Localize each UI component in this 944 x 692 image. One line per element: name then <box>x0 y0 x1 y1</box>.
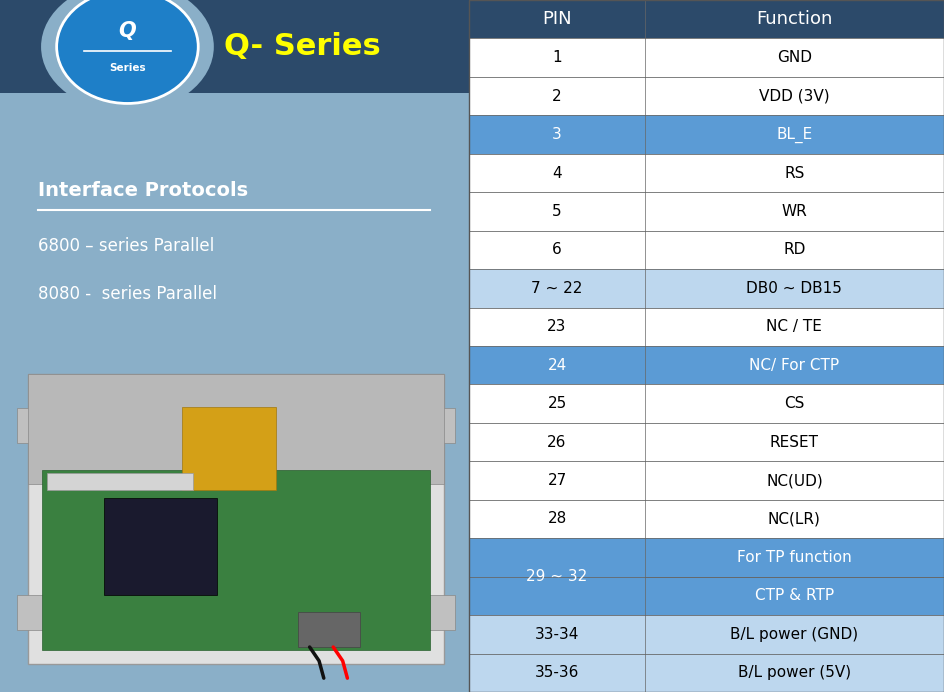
FancyBboxPatch shape <box>469 116 944 154</box>
Text: 1: 1 <box>552 50 562 65</box>
Text: Interface Protocols: Interface Protocols <box>38 181 248 200</box>
Text: 23: 23 <box>548 319 566 334</box>
FancyBboxPatch shape <box>469 77 944 116</box>
Text: 25: 25 <box>548 396 566 411</box>
Text: RESET: RESET <box>770 435 819 450</box>
FancyBboxPatch shape <box>47 473 193 490</box>
FancyBboxPatch shape <box>17 408 45 443</box>
Text: 6: 6 <box>552 242 562 257</box>
FancyBboxPatch shape <box>469 154 944 192</box>
Text: PIN: PIN <box>542 10 572 28</box>
Text: For TP function: For TP function <box>737 550 851 565</box>
Text: GND: GND <box>777 50 812 65</box>
Ellipse shape <box>57 0 198 104</box>
FancyBboxPatch shape <box>427 595 455 630</box>
FancyBboxPatch shape <box>17 595 45 630</box>
FancyBboxPatch shape <box>0 0 469 93</box>
Text: CS: CS <box>784 396 804 411</box>
Text: 2: 2 <box>552 89 562 104</box>
Text: VDD (3V): VDD (3V) <box>759 89 830 104</box>
Text: 7 ~ 22: 7 ~ 22 <box>531 281 582 296</box>
Text: 4: 4 <box>552 165 562 181</box>
FancyBboxPatch shape <box>469 538 944 576</box>
FancyBboxPatch shape <box>469 423 944 462</box>
Text: 8080 -  series Parallel: 8080 - series Parallel <box>38 285 217 303</box>
FancyBboxPatch shape <box>469 615 944 653</box>
Text: BL_E: BL_E <box>776 127 813 143</box>
FancyBboxPatch shape <box>427 408 455 443</box>
Ellipse shape <box>42 0 214 112</box>
Text: NC(UD): NC(UD) <box>766 473 823 488</box>
FancyBboxPatch shape <box>469 230 944 269</box>
Text: Q: Q <box>119 21 136 42</box>
FancyBboxPatch shape <box>469 346 944 385</box>
Text: 6800 – series Parallel: 6800 – series Parallel <box>38 237 214 255</box>
FancyBboxPatch shape <box>469 653 944 692</box>
Text: WR: WR <box>782 204 807 219</box>
FancyBboxPatch shape <box>469 500 944 538</box>
Text: NC / TE: NC / TE <box>767 319 822 334</box>
FancyBboxPatch shape <box>469 192 944 230</box>
Text: B/L power (GND): B/L power (GND) <box>731 627 858 642</box>
Text: B/L power (5V): B/L power (5V) <box>738 665 851 680</box>
Text: 35-36: 35-36 <box>535 665 580 680</box>
Text: RD: RD <box>784 242 805 257</box>
FancyBboxPatch shape <box>469 385 944 423</box>
FancyBboxPatch shape <box>469 462 944 500</box>
FancyBboxPatch shape <box>104 498 217 595</box>
FancyBboxPatch shape <box>28 374 444 664</box>
FancyBboxPatch shape <box>28 374 444 484</box>
FancyBboxPatch shape <box>298 612 360 647</box>
Text: 27: 27 <box>548 473 566 488</box>
Text: 26: 26 <box>548 435 566 450</box>
FancyBboxPatch shape <box>469 576 944 615</box>
FancyBboxPatch shape <box>469 39 944 77</box>
Text: CTP & RTP: CTP & RTP <box>755 588 834 603</box>
Text: 33-34: 33-34 <box>535 627 580 642</box>
Text: 3: 3 <box>552 127 562 142</box>
FancyBboxPatch shape <box>469 0 944 39</box>
FancyBboxPatch shape <box>469 307 944 346</box>
Text: Q- Series: Q- Series <box>224 33 380 61</box>
FancyBboxPatch shape <box>182 407 277 490</box>
Text: 28: 28 <box>548 511 566 527</box>
Text: Function: Function <box>756 10 833 28</box>
Text: RS: RS <box>784 165 804 181</box>
Text: 29 ~ 32: 29 ~ 32 <box>527 569 587 584</box>
Text: DB0 ~ DB15: DB0 ~ DB15 <box>747 281 842 296</box>
Text: 24: 24 <box>548 358 566 373</box>
Text: 5: 5 <box>552 204 562 219</box>
FancyBboxPatch shape <box>42 471 430 650</box>
Text: NC/ For CTP: NC/ For CTP <box>750 358 839 373</box>
Text: NC(LR): NC(LR) <box>768 511 821 527</box>
FancyBboxPatch shape <box>469 269 944 307</box>
Text: Series: Series <box>110 63 145 73</box>
